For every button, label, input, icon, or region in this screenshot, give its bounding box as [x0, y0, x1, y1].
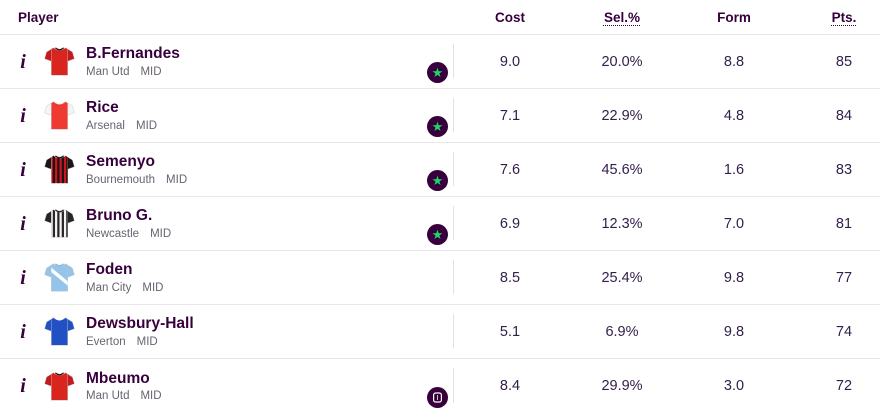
form-value: 7.0: [723, 215, 745, 232]
star-icon: ★: [431, 118, 444, 134]
form-value: 4.8: [723, 107, 745, 124]
player-name: Rice: [86, 99, 119, 117]
player-name: Foden: [86, 261, 133, 279]
player-info-button[interactable]: i: [15, 52, 31, 72]
player-cell: i Semenyo Bournemouth MID ★: [0, 143, 454, 196]
cost-value: 8.4: [499, 378, 521, 394]
selected-percent-value: 25.4%: [601, 269, 643, 286]
points-value: 81: [835, 215, 853, 232]
cost-value: 5.1: [499, 323, 521, 340]
player-row: i B.Fernandes Man Utd MID ★ 9.0 20.0% 8.8…: [0, 35, 880, 89]
cost-value: 7.6: [499, 161, 521, 178]
player-info-button[interactable]: i: [15, 160, 31, 180]
team-shirt-icon: [44, 153, 75, 186]
team-shirt-icon: [44, 207, 75, 240]
position-label: MID: [136, 335, 158, 348]
position-label: MID: [140, 390, 162, 403]
column-header-player: Player: [18, 9, 59, 25]
selected-percent-value: 45.6%: [601, 161, 643, 178]
team-name: Newcastle: [86, 227, 140, 240]
player-cell: i Bruno G. Newcastle MID ★: [0, 197, 454, 250]
player-name: Mbeumo: [86, 369, 150, 387]
form-value: 3.0: [723, 378, 745, 394]
team-name: Bournemouth: [86, 173, 156, 186]
player-row: i Rice Arsenal MID ★ 7.1 22.9% 4.8 84: [0, 89, 880, 143]
team-name: Man City: [86, 281, 132, 294]
column-header-form: Form: [717, 9, 751, 25]
star-icon: ★: [431, 64, 444, 80]
player-row: i Bruno G. Newcastle MID ★ 6.9 12.3% 7.0 …: [0, 197, 880, 251]
player-info-button[interactable]: i: [15, 322, 31, 342]
player-info-button[interactable]: i: [15, 214, 31, 234]
points-value: 84: [835, 107, 853, 124]
points-value: 85: [835, 53, 853, 70]
column-header-sel[interactable]: Sel.%: [603, 9, 641, 25]
points-value: 74: [835, 323, 853, 340]
team-name: Man Utd: [86, 390, 130, 403]
team-shirt-icon: [44, 315, 75, 348]
cost-value: 6.9: [499, 215, 521, 232]
form-value: 8.8: [723, 53, 745, 70]
cost-value: 9.0: [499, 53, 521, 70]
player-row: i Semenyo Bournemouth MID ★ 7.6 45.6% 1.6…: [0, 143, 880, 197]
shirt-outline-icon: [433, 392, 443, 403]
status-badge: ★: [427, 116, 448, 137]
player-name: B.Fernandes: [86, 45, 180, 63]
team-shirt-icon: [44, 45, 75, 78]
column-header-pts[interactable]: Pts.: [831, 9, 857, 25]
player-cell: i B.Fernandes Man Utd MID ★: [0, 35, 454, 88]
team-shirt-icon: [44, 261, 75, 294]
star-icon: ★: [431, 226, 444, 242]
selected-percent-value: 20.0%: [601, 53, 643, 70]
position-label: MID: [136, 119, 158, 132]
position-label: MID: [142, 281, 164, 294]
form-value: 9.8: [723, 323, 745, 340]
player-cell: i Rice Arsenal MID ★: [0, 89, 454, 142]
position-label: MID: [150, 227, 172, 240]
table-header: Player Cost Sel.% Form Pts.: [0, 0, 880, 35]
cost-value: 8.5: [499, 269, 521, 286]
column-header-cost: Cost: [495, 9, 525, 25]
team-name: Arsenal: [86, 119, 125, 132]
form-value: 9.8: [723, 269, 745, 286]
points-value: 83: [835, 161, 853, 178]
player-info-button[interactable]: i: [15, 106, 31, 126]
selected-percent-value: 12.3%: [601, 215, 643, 232]
player-name: Dewsbury-Hall: [86, 315, 194, 333]
team-name: Everton: [86, 335, 126, 348]
player-info-button[interactable]: i: [15, 268, 31, 288]
status-badge: ★: [427, 170, 448, 191]
form-value: 1.6: [723, 161, 745, 178]
points-value: 72: [835, 378, 853, 394]
status-badge: ★: [427, 62, 448, 83]
team-shirt-icon: [44, 99, 75, 132]
status-badge: ★: [427, 387, 448, 408]
selected-percent-value: 22.9%: [601, 107, 643, 124]
player-row: i Mbeumo Man Utd MID ★ 8.4 29.9% 3.0 72: [0, 359, 880, 413]
player-cell: i Mbeumo Man Utd MID ★: [0, 359, 454, 413]
selected-percent-value: 6.9%: [605, 323, 639, 340]
selected-percent-value: 29.9%: [601, 378, 643, 394]
team-shirt-icon: [44, 370, 75, 403]
team-name: Man Utd: [86, 65, 130, 78]
position-label: MID: [140, 65, 162, 78]
player-info-button[interactable]: i: [15, 376, 31, 396]
status-badge: ★: [427, 224, 448, 245]
star-icon: ★: [431, 172, 444, 188]
cost-value: 7.1: [499, 107, 521, 124]
player-name: Bruno G.: [86, 207, 153, 225]
position-label: MID: [166, 173, 188, 186]
points-value: 77: [835, 269, 853, 286]
player-name: Semenyo: [86, 153, 155, 171]
